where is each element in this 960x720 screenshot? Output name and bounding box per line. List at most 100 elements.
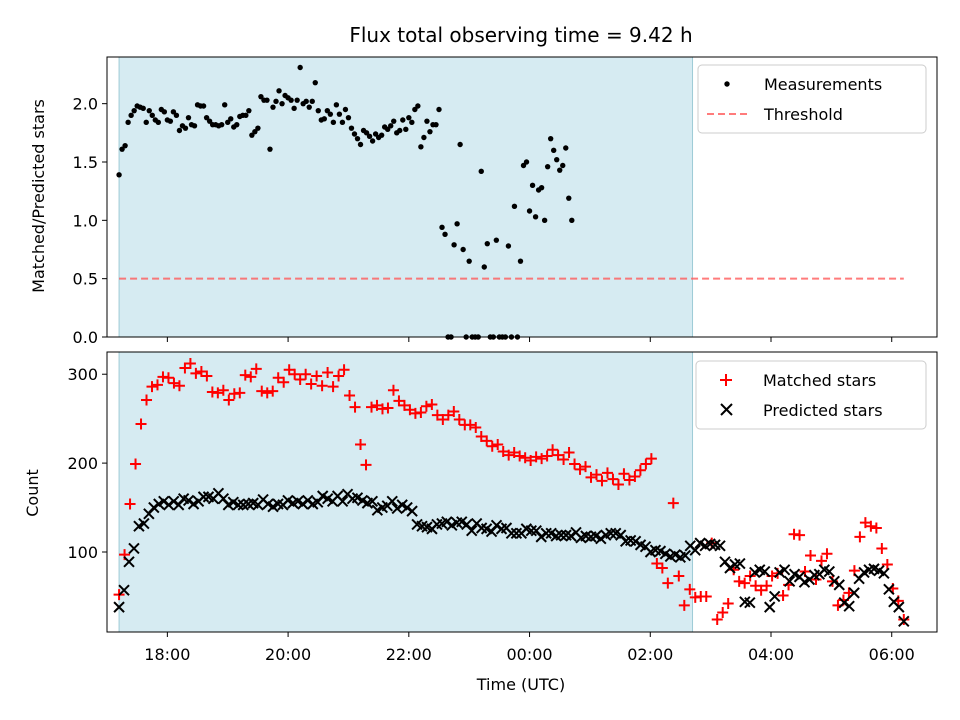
matched-stars-point (135, 418, 147, 430)
measurement-point (218, 121, 225, 128)
matched-stars-point (426, 398, 438, 410)
matched-stars-point (146, 381, 158, 393)
measurement-point (309, 98, 315, 105)
measurement-point (327, 111, 334, 117)
measurement-point (505, 243, 512, 249)
predicted-stars-point (843, 600, 855, 612)
matched-stars-point (333, 370, 345, 382)
legend-label-matched: Matched stars (763, 371, 876, 390)
measurement-point (454, 221, 460, 227)
measurement-point (330, 119, 337, 126)
measurement-point (363, 130, 370, 136)
matched-stars-point (387, 384, 399, 396)
measurement-point (460, 246, 466, 253)
count-axes-frame (106, 351, 938, 633)
measurement-point (544, 163, 551, 170)
measurement-point (324, 107, 331, 114)
matched-stars-point (448, 406, 460, 418)
measurement-point (297, 64, 303, 71)
measurement-point (484, 240, 490, 247)
measurement-point (288, 97, 294, 103)
measurement-point (547, 135, 554, 142)
measurement-point (146, 107, 152, 114)
matched-stars-point (618, 468, 630, 480)
ratio-axes: 0.0 0.5 1.0 1.5 2.0 (73, 95, 893, 347)
matched-stars-point (667, 497, 679, 509)
matched-stars-point (305, 378, 317, 390)
count-legend-box (695, 360, 927, 430)
measurement-point (442, 231, 448, 238)
measurement-point (493, 237, 500, 243)
matched-stars-point (794, 529, 806, 541)
measurement-point (351, 131, 358, 137)
measurement-point (403, 126, 409, 133)
count-axes: 100 200 300 18:00 20:00 22:00 00:00 02:00 04:00 0… (67, 365, 914, 664)
matched-stars-point (876, 542, 888, 554)
predicted-stars-point (744, 596, 756, 609)
matched-stars-point (870, 522, 882, 534)
measurement-point (517, 258, 524, 264)
measurement-point (433, 121, 439, 128)
predicted-stars-point (118, 584, 130, 596)
predicted-stars-point (714, 540, 726, 552)
measurement-point (336, 111, 343, 117)
matched-stars-point (645, 453, 657, 465)
measurement-point (279, 100, 285, 107)
measurement-point (538, 184, 545, 191)
measurement-point (412, 106, 418, 113)
measurement-point (384, 126, 391, 133)
matched-stars-point (173, 380, 185, 392)
measurement-point (523, 159, 530, 165)
measurement-point (128, 112, 134, 119)
measurement-point (409, 119, 415, 126)
measurement-point (258, 93, 264, 100)
matched-stars-point (503, 449, 515, 461)
chart-title: Flux total observing time = 9.42 h (349, 23, 692, 47)
matched-stars-point (821, 548, 833, 560)
predicted-stars-point (763, 601, 776, 613)
y-tick-label: 0.5 (73, 270, 98, 289)
matched-stars-point (300, 368, 312, 380)
matched-stars-point (541, 450, 553, 462)
x-tick-label: 02:00 (627, 645, 673, 664)
measurement-point (481, 264, 487, 270)
measurement-point (366, 133, 373, 140)
ratio-legend-box (697, 64, 927, 134)
matched-stars-point (898, 614, 910, 626)
measurement-point (451, 242, 457, 248)
measurement-point (315, 107, 321, 114)
measurement-point (140, 105, 146, 112)
predicted-stars-point (232, 499, 244, 511)
matched-stars-point (558, 454, 570, 466)
legend-label-measurements: Measurements (764, 75, 882, 94)
predicted-stars-point (679, 549, 691, 562)
matched-stars-point (420, 400, 432, 412)
measurement-point (303, 98, 309, 105)
measurement-point (378, 132, 385, 138)
ratio-axes-frame (106, 56, 938, 338)
x-tick-label: 04:00 (748, 645, 794, 664)
measurement-point (191, 123, 198, 129)
matched-stars-point (327, 381, 339, 393)
measurement-point (222, 102, 228, 108)
legend-marker-measurements (724, 81, 730, 87)
measurement-point (421, 134, 427, 141)
measurement-point (125, 119, 131, 126)
matched-stars-point (733, 575, 745, 587)
matched-stars-point (470, 422, 482, 434)
measurement-point (306, 104, 312, 110)
predicted-stars-point (555, 529, 567, 541)
matched-stars-point (382, 402, 394, 414)
predicted-stars-point (823, 565, 836, 578)
measurement-point (116, 172, 122, 178)
measurement-point (424, 118, 430, 124)
measurement-point (255, 125, 261, 131)
predicted-stars-point (893, 601, 905, 613)
measurement-point (173, 112, 180, 119)
measurement-point (333, 102, 340, 108)
matched-stars-point (569, 458, 581, 470)
measurement-point (143, 119, 149, 126)
matched-stars-point (492, 438, 504, 450)
matched-stars-point (267, 385, 279, 397)
